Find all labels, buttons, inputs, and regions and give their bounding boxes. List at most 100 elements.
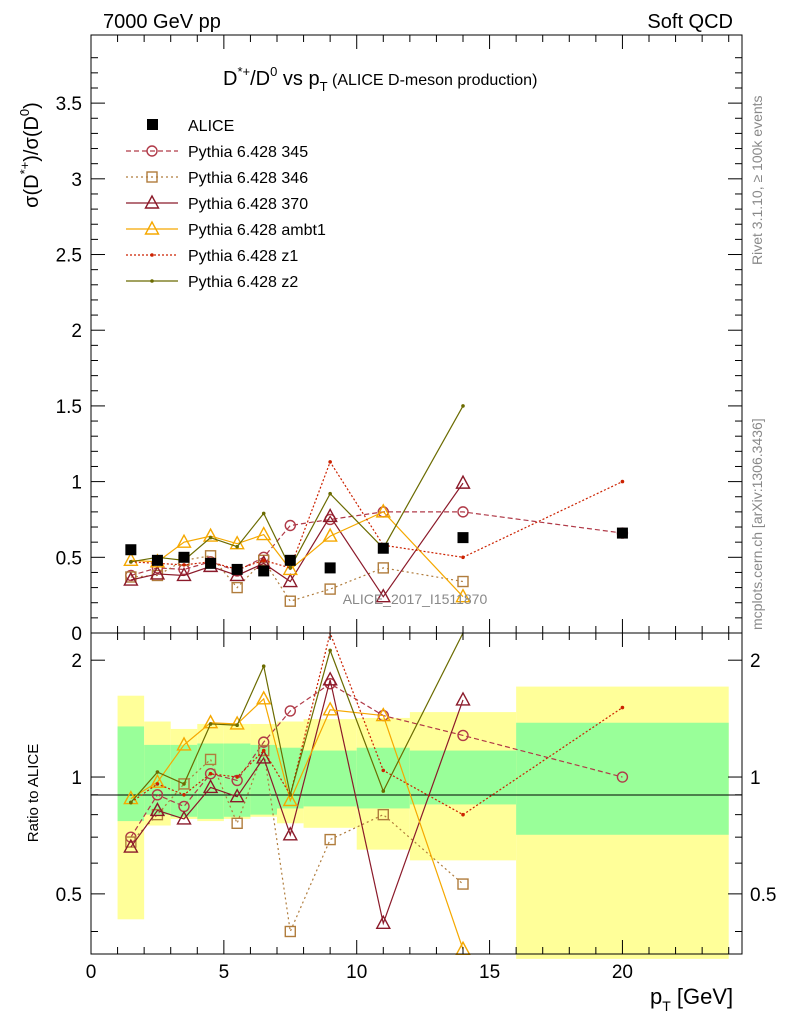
main-point (123, 551, 139, 567)
x-tick-label: 15 (479, 962, 500, 983)
ratio-point (322, 701, 338, 716)
main-point (182, 563, 186, 567)
ratio-point (282, 792, 298, 807)
main-point (322, 507, 338, 523)
inner-band (409, 750, 517, 805)
ratio-point (235, 723, 239, 727)
main-series-layer (123, 404, 629, 607)
x-tick-label: 5 (219, 962, 230, 983)
main-point (176, 567, 192, 582)
main-y-tick-labels: 0 0.5 1 1.5 2 2.5 3 3.5 (56, 94, 82, 645)
ratio-y-tick-label-right: 1 (750, 768, 761, 789)
main-point (455, 474, 471, 489)
legend-marker (150, 279, 154, 283)
main-point (620, 479, 625, 484)
ratio-point (375, 707, 391, 722)
legend-label: Pythia 6.428 ambt1 (188, 222, 326, 239)
legend-label: ALICE (188, 118, 234, 135)
main-point (328, 460, 332, 464)
ratio-point (229, 788, 245, 803)
ratio-series-line (130, 682, 623, 838)
legend-label: Pythia 6.428 345 (188, 144, 308, 161)
alice-point (457, 532, 469, 544)
watermark: ALICE_2017_I1511870 (343, 591, 488, 607)
ratio-point (202, 778, 219, 794)
main-point (288, 566, 293, 570)
ratio-point (204, 767, 217, 780)
ratio-point (324, 833, 336, 846)
ratio-y-tick-label-right: 2 (750, 651, 761, 672)
x-tick-label: 0 (86, 962, 97, 983)
ratio-ticks (90, 633, 742, 954)
main-point (375, 588, 391, 603)
ratio-point (377, 808, 389, 821)
ratio-y-tick-label: 2 (71, 651, 82, 672)
legend: ALICE Pythia 6.428 345 Pythia 6.428 346 Pyt… (126, 118, 326, 291)
x-tick-label: 20 (612, 962, 633, 983)
main-point (261, 511, 266, 516)
main-point (129, 560, 133, 564)
main-point (235, 544, 239, 549)
header-right: Soft QCD (647, 11, 733, 33)
main-point (123, 571, 139, 586)
main-point (375, 503, 391, 518)
main-point (455, 588, 471, 603)
y-tick-label: 2.5 (56, 246, 82, 267)
legend-label: Pythia 6.428 370 (188, 196, 308, 213)
alice-point (151, 554, 163, 566)
legend-marker (144, 220, 160, 235)
main-panel: 0 0.5 1 1.5 2 2.5 3 3.5 D*+/D0 vs pT (ALICE D-m… (17, 34, 743, 645)
y-tick-label: 0.5 (56, 548, 82, 569)
ratio-point (381, 789, 386, 793)
alice-point (205, 557, 217, 569)
ratio-y-tick-label: 0.5 (56, 885, 82, 906)
main-point (282, 573, 298, 588)
ratio-point (284, 925, 296, 938)
ratio-y-tick-label: 1 (71, 768, 82, 789)
ratio-series-1 (125, 744, 469, 938)
ratio-point (208, 771, 213, 776)
ratio-point (455, 691, 471, 706)
ratio-point (176, 736, 192, 751)
main-series-line (130, 482, 464, 598)
main-point (324, 583, 336, 595)
ratio-point (155, 770, 160, 774)
alice-point (178, 551, 190, 563)
ratio-point (261, 664, 266, 668)
legend-marker (146, 171, 158, 183)
ratio-point (322, 671, 338, 686)
main-y-ticks (91, 57, 742, 634)
legend-marker (144, 194, 160, 209)
ratio-point (457, 729, 469, 742)
ratio-panel: 0.5 0.5 1 1 2 2 Ratio to ALICE 0 5 10 15 20 pT [G… (25, 631, 776, 1014)
svg-text:σ(D*+)/σ(D0): σ(D*+)/σ(D0) (17, 102, 43, 208)
main-point (282, 560, 298, 576)
legend-item: Pythia 6.428 z1 (126, 248, 298, 265)
main-series-line (130, 405, 464, 570)
inner-band (250, 744, 277, 815)
legend-marker (146, 145, 158, 157)
ratio-point (182, 792, 186, 797)
ratio-point (202, 714, 219, 729)
ratio-point (375, 914, 391, 929)
main-point (176, 533, 192, 548)
main-point (461, 404, 465, 408)
x-tick-labels: 0 5 10 15 20 (86, 962, 633, 983)
alice-data (125, 527, 628, 577)
ratio-point (149, 802, 166, 817)
main-point (231, 581, 243, 594)
ratio-point (151, 808, 164, 821)
ratio-series-line (130, 679, 464, 926)
inner-band (356, 747, 410, 809)
ratio-series-2 (123, 671, 471, 929)
ratio-point (324, 677, 336, 690)
main-series-line (130, 555, 464, 602)
ratio-series-5 (129, 632, 464, 805)
ratio-point (176, 810, 192, 825)
inner-band (170, 744, 198, 817)
main-point (202, 527, 219, 542)
alice-point (231, 563, 243, 575)
ratio-series-line (130, 632, 464, 803)
ratio-point (282, 826, 298, 841)
